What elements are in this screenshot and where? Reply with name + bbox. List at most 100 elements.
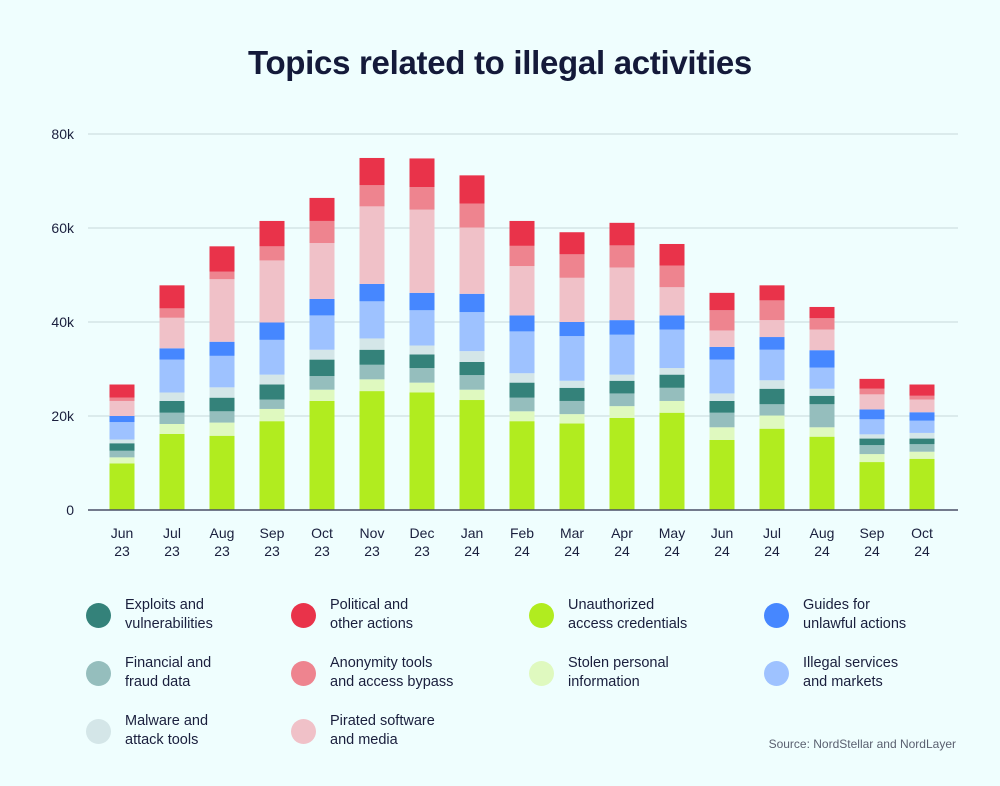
bar-segment [609,406,635,418]
bar-segment [459,175,485,204]
bar-segment [359,283,385,302]
legend-label: Stolen personal information [568,654,669,692]
legend-item: Financial and fraud data [86,654,291,692]
legend-swatch-icon [86,602,111,628]
bar-segment [559,387,585,401]
bar-segment [359,185,385,207]
bar-segment [209,341,235,356]
bar-segment [909,412,935,421]
y-tick-label: 40k [51,314,75,330]
y-tick-label: 0 [66,502,74,518]
legend-item: Pirated software and media [291,712,529,750]
bar-segment [909,444,935,452]
x-tick-label: 24 [514,543,530,559]
bar-segment [809,404,835,428]
x-tick-label: Jul [163,525,181,541]
x-tick-label: Jan [461,525,484,541]
bar-segment [509,220,535,246]
legend-swatch-icon [529,602,554,628]
bar-segment [909,399,935,413]
bar-segment [709,346,735,360]
bar-segment [859,445,885,455]
bar-segment [109,422,135,440]
legend-swatch-icon [86,660,111,686]
bar-segment [209,246,235,272]
legend-label: Financial and fraud data [125,654,211,692]
x-tick-label: Dec [410,525,435,541]
legend-label-line: vulnerabilities [125,616,213,632]
bar-segment [209,387,235,398]
legend-swatch-icon [529,660,554,686]
bar-segment [209,271,235,280]
bar-segment [359,364,385,380]
x-tick-label: Mar [560,525,584,541]
bar-segment [359,391,385,510]
legend-swatch-icon [291,718,316,744]
bar-segment [409,310,435,346]
bar-segment [409,292,435,311]
bar-segment [609,334,635,375]
bar-segment [109,463,135,510]
legend-label-line: Political and [330,597,409,613]
bar-segment [559,380,585,388]
bar-segment [209,397,235,412]
legend-label-line: Malware and [125,713,209,729]
x-tick-label: 24 [614,543,630,559]
legend-item: Exploits and vulnerabilities [86,596,291,634]
x-tick-label: 24 [764,543,780,559]
bar-segment [609,320,635,335]
bar-segment [309,359,335,377]
bar-segment [859,454,885,463]
legend-label: Pirated software and media [330,712,435,750]
bar-segment [609,393,635,407]
x-tick-label: 23 [164,543,180,559]
legend-label-line: access credentials [568,616,688,632]
bar-segment [409,354,435,369]
bar-segment [809,388,835,396]
bar-segment [209,355,235,388]
x-tick-label: 23 [264,543,280,559]
legend-label: Guides for unlawful actions [803,596,906,634]
x-tick-label: Feb [510,525,534,541]
legend-swatch-icon [291,602,316,628]
bar-segment [509,421,535,510]
bar-segment [159,317,185,349]
bar-segment [209,411,235,423]
bar-segment [909,432,935,439]
x-tick-label: Sep [860,525,885,541]
bar-segment [109,457,135,464]
legend-item: Illegal services and markets [764,654,964,692]
bar-segment [659,368,685,375]
legend-swatch-icon [291,660,316,686]
bar-segment [159,359,185,393]
bar-segment [259,399,285,409]
x-tick-label: 23 [314,543,330,559]
bar-segment [859,434,885,439]
bar-segment [659,412,685,510]
bar-segment [709,412,735,428]
legend-label-line: Exploits and [125,597,204,613]
bar-segment [409,158,435,188]
bar-segment [459,389,485,401]
bar-segment [309,197,335,221]
legend-label: Unauthorized access credentials [568,596,687,634]
bar-segment [759,337,785,350]
chart-title: Topics related to illegal activities [248,44,752,81]
bar-segment [209,279,235,342]
bar-segment [559,254,585,278]
bar-segment [659,329,685,369]
bar-segment [859,419,885,435]
bar-segment [559,277,585,322]
bar-segment [609,267,635,321]
bar-segment [259,374,285,385]
bar-segment [909,395,935,400]
bar-segment [109,443,135,451]
legend-item: Anonymity tools and access bypass [291,654,529,692]
bar-segment [709,393,735,401]
bar-segment [459,227,485,294]
bar-segment [759,380,785,389]
legend-swatch-icon [764,602,789,628]
bar-segment [559,232,585,255]
legend-label-line: Pirated software [330,713,435,729]
x-tick-label: 24 [714,543,730,559]
